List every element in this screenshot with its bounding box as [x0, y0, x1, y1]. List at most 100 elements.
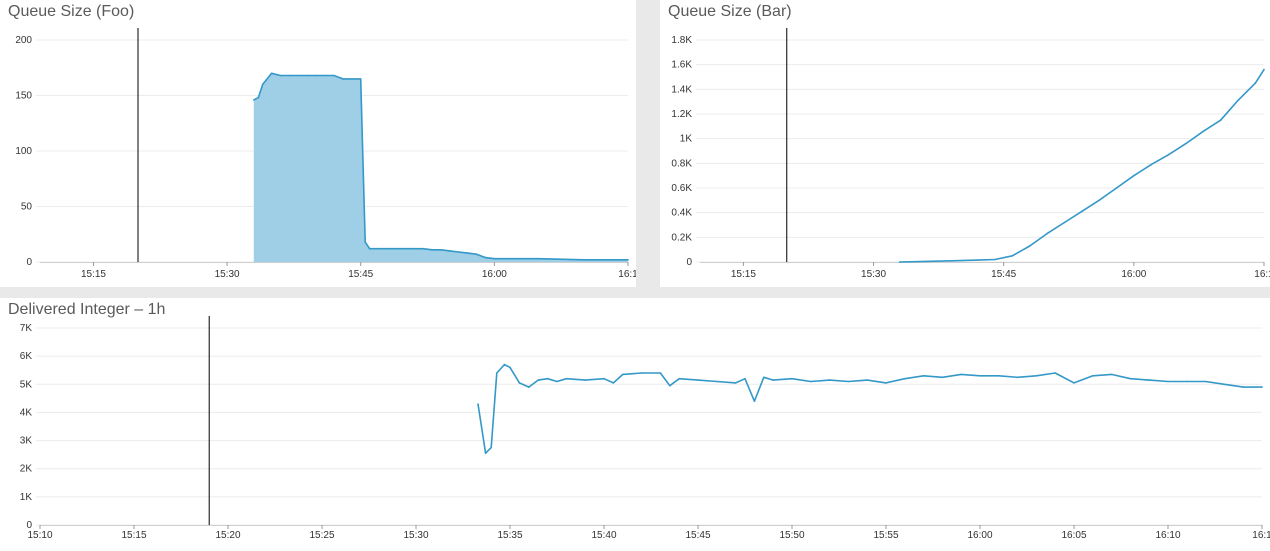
- data-point: [537, 379, 539, 381]
- data-point: [1110, 373, 1113, 376]
- y-tick-label: 0.2K: [671, 232, 692, 243]
- data-point: [847, 380, 850, 383]
- data-point: [950, 260, 953, 262]
- data-point: [998, 375, 1000, 377]
- data-point: [457, 251, 460, 253]
- data-point: [1261, 386, 1263, 388]
- data-point: [503, 363, 506, 366]
- data-point: [490, 446, 493, 449]
- data-point: [528, 386, 530, 388]
- y-tick-label: 200: [15, 35, 32, 46]
- data-point: [941, 376, 944, 379]
- y-tick-label: 6K: [20, 351, 33, 362]
- x-tick-label: 15:30: [861, 269, 886, 280]
- data-point: [734, 382, 737, 384]
- y-tick-label: 3K: [20, 436, 33, 447]
- data-point: [518, 382, 521, 384]
- y-tick-label: 0.4K: [671, 208, 692, 219]
- panel-delivered-integer: Delivered Integer – 1h 0 1K 2K 3K 4K 5K 6K 7K 15…: [0, 298, 1270, 551]
- data-point: [368, 247, 371, 250]
- y-tick-label: 5K: [20, 379, 33, 390]
- x-tick-label: 15:15: [121, 530, 146, 541]
- y-tick-label: 0.6K: [671, 183, 692, 194]
- x-tick-label: 15:15: [731, 269, 756, 280]
- data-point: [979, 375, 981, 377]
- data-point: [1148, 379, 1150, 381]
- data-point: [351, 78, 353, 80]
- x-tick-label: 16:10: [1155, 530, 1180, 541]
- data-point: [1237, 99, 1239, 102]
- data-point: [828, 379, 831, 381]
- data-point: [1098, 199, 1100, 202]
- data-point: [810, 380, 812, 383]
- data-point: [270, 72, 273, 75]
- data-point: [1129, 377, 1132, 380]
- data-point: [1204, 380, 1207, 383]
- data-point: [306, 74, 309, 77]
- data-point: [422, 247, 424, 250]
- chart-delivered-integer[interactable]: 0 1K 2K 3K 4K 5K 6K 7K 15:10 15:15 15:20 15:25 15:30…: [0, 298, 1270, 551]
- x-tick-label: 15:55: [873, 530, 898, 541]
- data-point: [1133, 174, 1135, 177]
- panel-title: Queue Size (Foo): [8, 3, 135, 20]
- data-point: [1242, 386, 1244, 388]
- y-tick-label: 0: [26, 520, 32, 531]
- chart-queue-size-bar[interactable]: 0 0.2K 0.4K 0.6K 0.8K 1K 1.2K 1.4K 1.6K 1.8K 15:15…: [660, 0, 1270, 287]
- data-point: [395, 247, 398, 250]
- data-point: [994, 258, 996, 261]
- data-point: [1202, 130, 1205, 133]
- data-point: [377, 247, 380, 250]
- data-point: [288, 74, 291, 77]
- data-point: [364, 241, 367, 243]
- x-tick-label: 15:15: [81, 269, 106, 280]
- x-tick-label: 15:10: [27, 530, 52, 541]
- data-point: [582, 259, 585, 261]
- y-tick-label: 1K: [680, 134, 693, 145]
- y-tick-label: 150: [15, 91, 32, 102]
- panel-title: Queue Size (Bar): [668, 3, 792, 20]
- y-tick-label: 50: [21, 202, 33, 213]
- data-point: [253, 99, 255, 101]
- data-point: [1254, 82, 1257, 84]
- data-point: [386, 247, 389, 250]
- data-point: [603, 377, 605, 380]
- data-point: [898, 261, 901, 263]
- data-point: [612, 382, 615, 384]
- x-tick-label: 15:45: [991, 269, 1016, 280]
- data-point: [261, 83, 264, 86]
- data-point: [1092, 375, 1094, 377]
- data-point: [763, 376, 765, 379]
- data-point: [449, 250, 451, 252]
- data-point: [976, 259, 979, 261]
- y-tick-label: 1.2K: [671, 109, 692, 120]
- data-point: [359, 78, 362, 80]
- y-tick-label: 0: [26, 257, 32, 268]
- data-point: [885, 382, 887, 384]
- data-point: [496, 372, 498, 374]
- data-point: [924, 260, 927, 263]
- data-point: [1245, 91, 1248, 93]
- x-tick-label: 16:00: [967, 530, 992, 541]
- data-point: [1167, 380, 1169, 383]
- data-point: [324, 74, 326, 77]
- data-point: [509, 366, 511, 369]
- data-point: [1046, 232, 1048, 235]
- data-point: [1223, 383, 1226, 386]
- data-point: [404, 247, 407, 250]
- y-tick-label: 0.8K: [671, 158, 692, 169]
- data-point: [1081, 210, 1083, 213]
- data-point: [477, 403, 479, 405]
- x-tick-label: 15:45: [348, 269, 373, 280]
- data-point: [584, 379, 586, 381]
- data-point: [556, 380, 558, 383]
- x-tick-label: 15:25: [309, 530, 334, 541]
- y-tick-label: 7K: [20, 323, 33, 334]
- data-point: [866, 379, 868, 381]
- data-point: [678, 377, 680, 380]
- series-line: [477, 363, 1262, 454]
- data-point: [297, 74, 300, 77]
- y-tick-label: 1.4K: [671, 84, 692, 95]
- data-point: [1011, 255, 1014, 257]
- x-tick-label: 16:1: [1252, 530, 1270, 541]
- chart-queue-size-foo[interactable]: 0 50 100 150 200 15:15 15:30 15:45 16:00 16:1: [0, 0, 636, 287]
